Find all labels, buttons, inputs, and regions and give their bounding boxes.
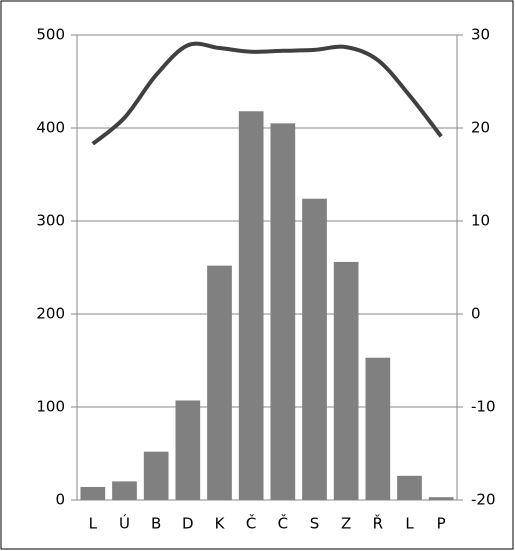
bar bbox=[238, 111, 264, 500]
bar bbox=[397, 475, 422, 500]
y-tick-label: 400 bbox=[36, 119, 65, 137]
x-tick-label: L bbox=[405, 515, 414, 533]
x-tick-label: D bbox=[182, 515, 194, 533]
bar bbox=[302, 198, 327, 500]
y2-tick-label: 10 bbox=[471, 212, 490, 230]
bar bbox=[333, 261, 359, 500]
bar bbox=[270, 123, 296, 500]
line bbox=[91, 41, 443, 146]
x-tick-label: Z bbox=[341, 515, 351, 533]
x-tick-label: L bbox=[89, 515, 98, 533]
x-tick-label: P bbox=[437, 515, 446, 533]
bar bbox=[80, 486, 106, 500]
x-tick-label: S bbox=[310, 515, 320, 533]
bar bbox=[175, 400, 201, 500]
x-tick-label: Č bbox=[278, 514, 288, 533]
bar bbox=[112, 481, 137, 500]
y2-tick-label: -20 bbox=[471, 491, 496, 509]
x-tick-label: Č bbox=[246, 514, 256, 533]
bar bbox=[428, 497, 454, 500]
y2-tick-label: 30 bbox=[471, 26, 490, 44]
x-tick-label: Ú bbox=[119, 514, 130, 533]
y-tick-label: 0 bbox=[55, 491, 65, 509]
y-tick-label: 300 bbox=[36, 212, 65, 230]
y2-tick-label: -10 bbox=[471, 398, 496, 416]
y-tick-label: 200 bbox=[36, 305, 65, 323]
y-tick-label: 500 bbox=[36, 26, 65, 44]
x-tick-label: B bbox=[151, 515, 161, 533]
y2-tick-label: 0 bbox=[471, 305, 481, 323]
bar bbox=[207, 265, 232, 500]
bar bbox=[365, 357, 391, 500]
y2-tick-label: 20 bbox=[471, 119, 490, 137]
bar bbox=[143, 451, 169, 500]
y-tick-label: 100 bbox=[36, 398, 65, 416]
x-tick-label: Ř bbox=[373, 514, 383, 533]
x-tick-label: K bbox=[215, 515, 226, 533]
